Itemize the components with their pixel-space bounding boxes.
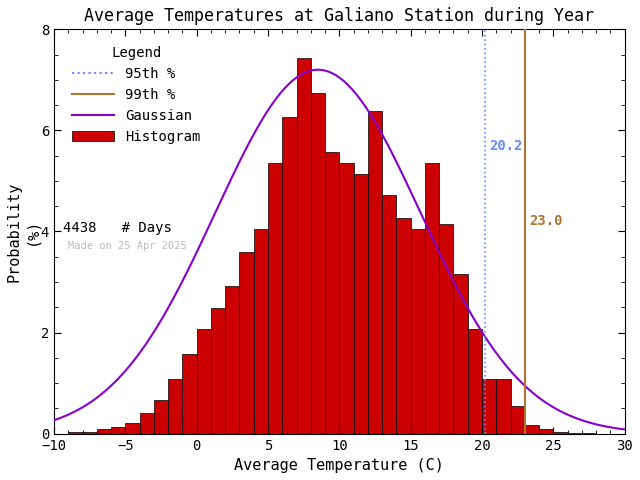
Bar xyxy=(239,252,253,433)
Bar xyxy=(282,117,296,433)
Bar xyxy=(454,275,468,433)
Bar xyxy=(83,432,97,433)
Title: Average Temperatures at Galiano Station during Year: Average Temperatures at Galiano Station … xyxy=(84,7,595,25)
Bar xyxy=(496,379,511,433)
Bar xyxy=(268,163,282,433)
Bar xyxy=(368,111,382,433)
Text: 4438   # Days: 4438 # Days xyxy=(63,221,172,235)
Bar xyxy=(339,163,353,433)
Bar xyxy=(140,413,154,433)
Bar xyxy=(168,379,182,433)
Bar xyxy=(182,354,196,433)
Bar xyxy=(353,174,368,433)
Bar xyxy=(554,432,568,433)
Bar xyxy=(425,163,439,433)
Text: 23.0: 23.0 xyxy=(529,215,563,228)
Bar xyxy=(111,427,125,433)
Text: 20.2: 20.2 xyxy=(489,139,523,153)
Bar xyxy=(482,379,496,433)
Bar xyxy=(68,432,83,433)
Bar xyxy=(511,407,525,433)
Bar xyxy=(225,286,239,433)
Bar xyxy=(211,308,225,433)
Bar xyxy=(125,422,140,433)
Bar xyxy=(539,429,554,433)
Bar xyxy=(382,195,396,433)
X-axis label: Average Temperature (C): Average Temperature (C) xyxy=(234,458,444,473)
Bar xyxy=(325,152,339,433)
Bar xyxy=(439,224,454,433)
Bar xyxy=(311,93,325,433)
Bar xyxy=(468,329,482,433)
Bar xyxy=(196,329,211,433)
Bar xyxy=(296,58,311,433)
Bar xyxy=(396,218,411,433)
Legend: 95th %, 99th %, Gaussian, Histogram: 95th %, 99th %, Gaussian, Histogram xyxy=(67,40,206,149)
Bar xyxy=(411,229,425,433)
Bar xyxy=(154,400,168,433)
Y-axis label: Probability
(%): Probability (%) xyxy=(7,181,39,282)
Text: Made on 25 Apr 2025: Made on 25 Apr 2025 xyxy=(68,241,187,251)
Bar xyxy=(568,432,582,433)
Bar xyxy=(97,429,111,433)
Bar xyxy=(253,229,268,433)
Bar xyxy=(525,424,539,433)
